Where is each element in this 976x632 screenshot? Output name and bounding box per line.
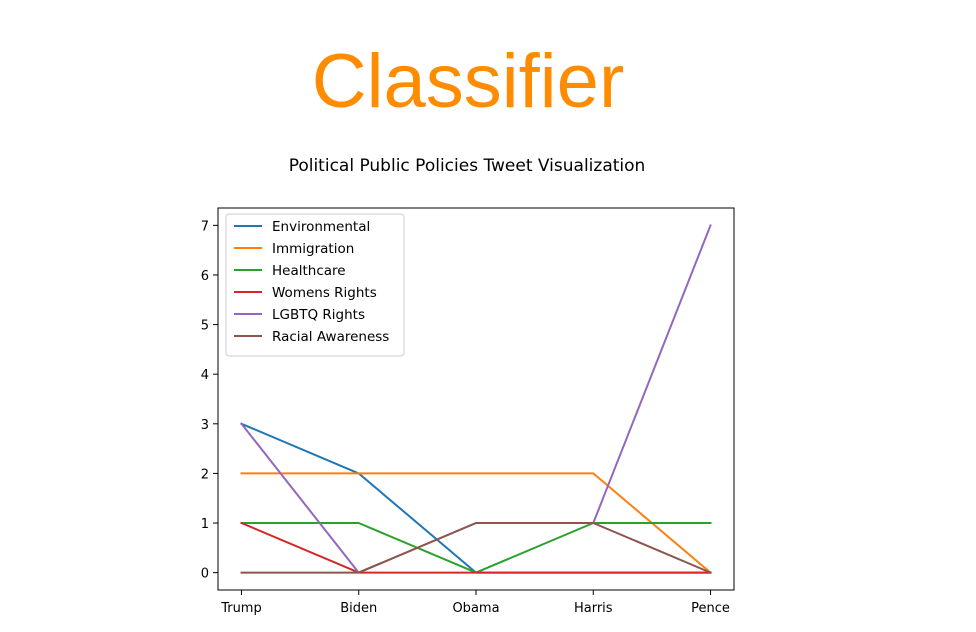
page-title: Classifier — [311, 39, 625, 124]
y-tick-label: 6 — [201, 269, 209, 284]
y-tick-label: 1 — [201, 517, 209, 532]
y-tick-label: 0 — [201, 567, 209, 582]
x-tick-label: Harris — [574, 601, 613, 616]
legend-label: Immigration — [272, 241, 354, 257]
series-line-womens-rights — [240, 521, 712, 574]
legend-label: Womens Rights — [272, 285, 377, 301]
legend-label: LGBTQ Rights — [272, 307, 365, 323]
series-line-racial-awareness — [240, 522, 712, 574]
series-line-environmental — [240, 422, 712, 574]
legend-label: Environmental — [272, 219, 370, 235]
x-tick-label: Trump — [220, 601, 262, 616]
y-tick-label: 7 — [201, 219, 209, 234]
series-line-immigration — [240, 472, 712, 575]
series-lines — [240, 224, 712, 575]
axes: 0 1 2 3 4 5 6 7 Trump Biden Obama Harris Pence — [201, 207, 735, 616]
y-tick-label: 4 — [201, 368, 209, 383]
y-tick-label: 5 — [201, 319, 209, 334]
legend: Environmental Immigration Healthcare Womens… — [225, 213, 405, 357]
legend-label: Healthcare — [272, 263, 346, 279]
y-tick-label: 2 — [201, 467, 209, 482]
x-tick-label: Biden — [340, 601, 377, 616]
legend-label: Racial Awareness — [272, 329, 389, 345]
x-tick-label: Pence — [691, 601, 730, 616]
y-tick-label: 3 — [201, 418, 209, 433]
x-tick-label: Obama — [452, 601, 499, 616]
legend-box — [225, 213, 405, 357]
series-line-healthcare — [240, 522, 712, 574]
chart-title: Political Public Policies Tweet Visualiz… — [289, 156, 646, 176]
